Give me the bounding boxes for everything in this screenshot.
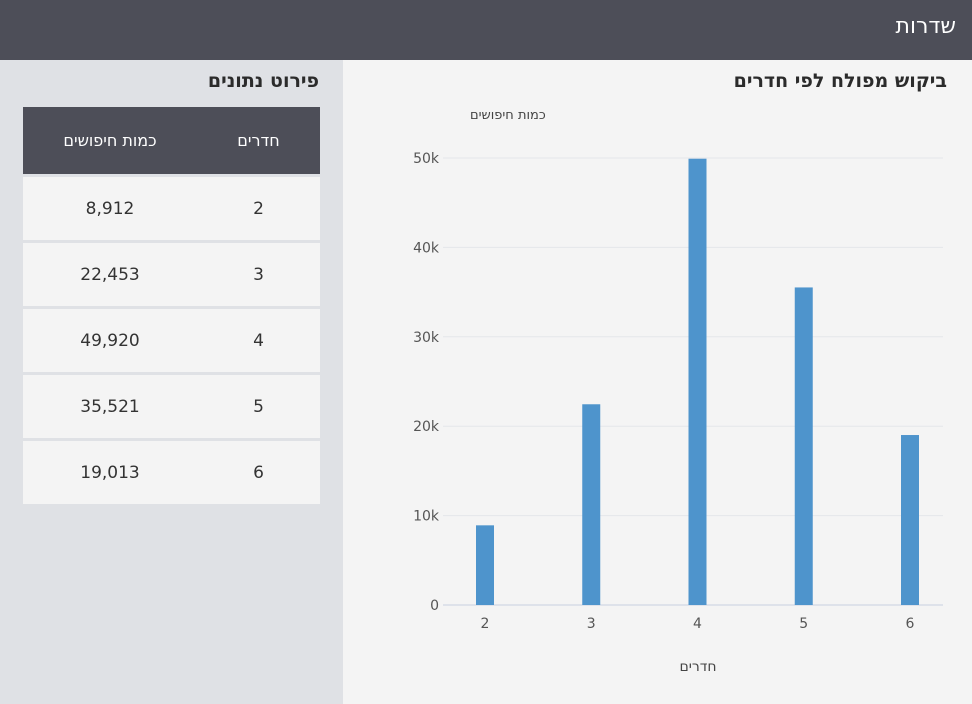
- y-tick-label: 40k: [413, 240, 440, 256]
- column-header-searches: כמות חיפושים: [63, 131, 157, 150]
- y-tick-label: 50k: [413, 151, 440, 167]
- cell-searches: 49,920: [80, 330, 140, 351]
- table-row: 5 35,521: [23, 375, 320, 438]
- top-bar: שדרות: [0, 0, 972, 60]
- y-tick-label: 0: [430, 598, 439, 614]
- y-tick-label: 20k: [413, 419, 440, 435]
- table-header: חדרים כמות חיפושים: [23, 107, 320, 174]
- y-tick-label: 10k: [413, 509, 440, 525]
- bar-rooms-3[interactable]: [582, 404, 601, 605]
- x-tick-label: 2: [481, 616, 490, 632]
- y-tick-label: 30k: [413, 330, 440, 346]
- x-tick-label: 3: [587, 616, 596, 632]
- x-tick-label: 6: [906, 616, 915, 632]
- cell-rooms: 4: [253, 330, 264, 351]
- column-header-rooms: חדרים: [237, 131, 280, 150]
- cell-searches: 35,521: [80, 396, 140, 417]
- chart-panel: ביקוש מפולח לפי חדרים כמות חיפושים חדרים…: [343, 60, 972, 704]
- bar-rooms-4[interactable]: [688, 158, 707, 605]
- y-axis-label: כמות חיפושים: [470, 108, 546, 123]
- x-axis-label: חדרים: [679, 659, 716, 675]
- cell-searches: 19,013: [80, 462, 140, 483]
- bar-rooms-2[interactable]: [476, 525, 494, 605]
- table-row: 3 22,453: [23, 243, 320, 306]
- table-row: 4 49,920: [23, 309, 320, 372]
- cell-searches: 8,912: [85, 198, 135, 219]
- page-title: שדרות: [895, 14, 956, 39]
- cell-rooms: 2: [253, 198, 264, 219]
- cell-rooms: 3: [253, 264, 264, 285]
- x-tick-label: 5: [799, 616, 808, 632]
- data-table: חדרים כמות חיפושים 2 8,912 3 22,453 4 49…: [23, 107, 320, 504]
- table-row: 6 19,013: [23, 441, 320, 504]
- cell-rooms: 5: [253, 396, 264, 417]
- data-breakdown-panel: פירוט נתונים חדרים כמות חיפושים 2 8,912 …: [0, 60, 343, 704]
- table-row: 2 8,912: [23, 177, 320, 240]
- x-tick-label: 4: [693, 616, 702, 632]
- bar-rooms-5[interactable]: [794, 287, 813, 605]
- bar-rooms-6[interactable]: [901, 435, 919, 605]
- cell-searches: 22,453: [80, 264, 140, 285]
- bar-chart: כמות חיפושים חדרים 0 10k 20k 30k 40k 50k 2 3 4 5 6: [413, 108, 943, 675]
- chart-title: ביקוש מפולח לפי חדרים: [733, 70, 947, 92]
- table-title: פירוט נתונים: [207, 70, 319, 92]
- cell-rooms: 6: [253, 462, 264, 483]
